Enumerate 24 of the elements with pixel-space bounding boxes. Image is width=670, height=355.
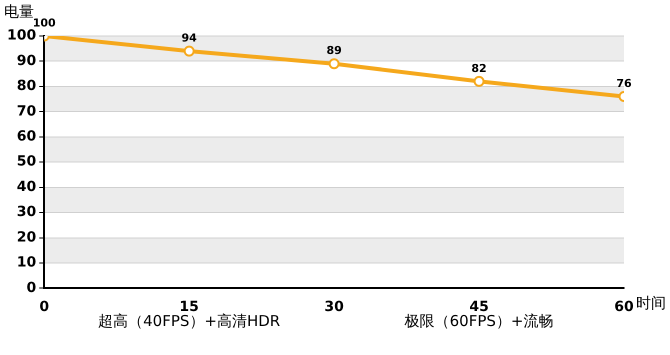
point bbox=[474, 76, 485, 87]
y-tick-label: 80 bbox=[16, 78, 36, 94]
y-tick-label: 10 bbox=[16, 254, 36, 271]
x-tick-label: 60 bbox=[614, 299, 634, 316]
y-tick-label: 50 bbox=[16, 154, 36, 170]
y-tick-label: 40 bbox=[16, 178, 36, 195]
point bbox=[328, 58, 340, 70]
y-tick-label: 60 bbox=[16, 128, 36, 145]
y-tick-label: 70 bbox=[16, 103, 36, 120]
x-tick-label: 30 bbox=[324, 299, 344, 316]
point bbox=[184, 46, 195, 57]
data-label: 82 bbox=[471, 62, 487, 75]
y-tick-label: 20 bbox=[16, 229, 36, 246]
y-tick-label: 100 bbox=[6, 28, 36, 44]
data-label: 100 bbox=[32, 16, 56, 30]
data-label: 76 bbox=[616, 76, 632, 90]
data-label: 94 bbox=[182, 31, 198, 44]
y-tick-label: 90 bbox=[16, 52, 36, 69]
y-tick-label: 0 bbox=[26, 280, 36, 296]
data-label: 89 bbox=[326, 44, 342, 58]
x-axis-title: 时间 bbox=[636, 294, 666, 312]
x-tick-label: 0 bbox=[39, 299, 50, 316]
y-tick-label: 30 bbox=[16, 204, 36, 220]
y-axis-title: 电量 bbox=[4, 2, 34, 20]
